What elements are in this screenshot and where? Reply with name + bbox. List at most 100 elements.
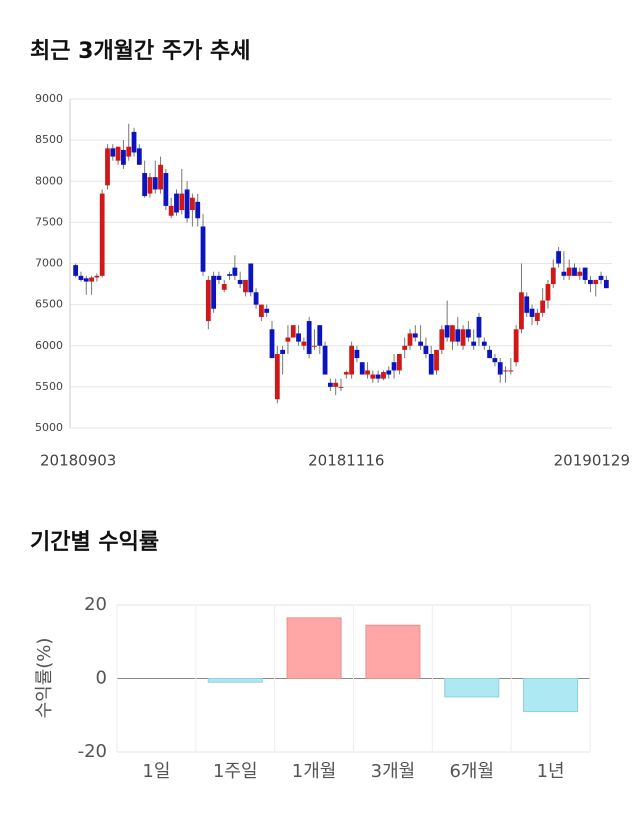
- candle-body: [423, 345, 429, 354]
- candle-body: [370, 374, 376, 379]
- candle-body: [333, 382, 339, 387]
- y-tick-label: 6500: [35, 298, 63, 311]
- candle-body: [582, 267, 588, 280]
- candle-body: [184, 189, 190, 219]
- x-tick-label: 20180903: [40, 452, 116, 470]
- candle-body: [359, 362, 365, 375]
- candle-body: [349, 345, 355, 375]
- candle-body: [598, 275, 604, 280]
- x-tick-label: 20181116: [308, 452, 384, 470]
- candle-body: [258, 304, 264, 317]
- candle-body: [78, 275, 84, 280]
- candle-body: [450, 325, 455, 342]
- y-tick-label: 6000: [35, 339, 63, 352]
- candle-body: [322, 345, 328, 375]
- candle-body: [588, 279, 593, 285]
- candle-body: [115, 146, 121, 161]
- candle-body: [312, 345, 317, 347]
- candle-body: [158, 164, 163, 190]
- bar: [286, 617, 342, 679]
- candle-body: [306, 321, 312, 354]
- candle-body: [428, 353, 434, 375]
- candle-body: [211, 275, 217, 309]
- candle-body: [529, 308, 535, 317]
- candle-body: [121, 149, 126, 165]
- candle-body: [232, 267, 238, 276]
- candle-body: [503, 370, 508, 372]
- candle-body: [343, 372, 349, 375]
- candle-body: [577, 271, 583, 276]
- candle-body: [524, 296, 530, 313]
- y-tick-label: 20: [84, 594, 107, 615]
- candle-body: [190, 197, 195, 211]
- candle-body: [412, 333, 418, 338]
- candle-body: [89, 277, 94, 282]
- candle-body: [131, 131, 137, 153]
- candle-body: [94, 275, 100, 278]
- candle-body: [126, 146, 132, 157]
- candle-body: [179, 193, 185, 211]
- y-tick-label: 9000: [35, 92, 63, 105]
- candle-body: [142, 173, 148, 197]
- candle-body: [205, 279, 211, 322]
- candle-body: [290, 325, 296, 338]
- candle-body: [550, 267, 556, 285]
- candle-body: [200, 226, 206, 272]
- x-tick-label: 1주일: [213, 761, 258, 782]
- x-tick-label: 6개월: [449, 761, 494, 782]
- candle-body: [195, 201, 201, 219]
- y-tick-label: 5000: [35, 421, 63, 434]
- y-tick-label: -20: [78, 741, 107, 762]
- x-tick-label: 1일: [142, 761, 170, 782]
- candle-body: [460, 329, 466, 346]
- candle-body: [471, 341, 477, 346]
- candle-body: [99, 193, 105, 276]
- candle-body: [280, 349, 286, 354]
- candle-body: [237, 279, 243, 285]
- x-tick-label: 20190129: [554, 452, 630, 470]
- candle-body: [110, 148, 116, 157]
- candle-body: [481, 341, 487, 346]
- x-tick-label: 3개월: [371, 761, 416, 782]
- y-tick-label: 5500: [35, 380, 63, 393]
- candle-body: [152, 177, 158, 190]
- candle-body: [545, 284, 551, 301]
- candle-body: [296, 333, 301, 342]
- candle-body: [534, 312, 540, 322]
- bar: [444, 678, 500, 698]
- candle-body: [354, 349, 360, 359]
- y-tick-label: 7500: [35, 215, 63, 228]
- candle-body: [174, 193, 179, 213]
- bar: [365, 624, 421, 680]
- candle-body: [476, 316, 482, 338]
- candle-body: [264, 308, 270, 313]
- candle-body: [402, 345, 408, 350]
- candle-body: [386, 370, 392, 375]
- candle-body: [381, 372, 386, 379]
- candle-body: [253, 292, 259, 305]
- candle-body: [338, 386, 344, 388]
- candle-body: [269, 329, 275, 359]
- y-tick-label: 0: [96, 668, 107, 689]
- candle-body: [508, 370, 514, 372]
- chart-title: 최근 3개월간 주가 추세: [30, 39, 250, 64]
- bar: [523, 678, 579, 713]
- candle-body: [540, 300, 546, 313]
- candle-body: [492, 358, 498, 363]
- candle-body: [243, 279, 248, 293]
- candle-body: [603, 279, 609, 289]
- chart-title: 기간별 수익률: [30, 530, 159, 555]
- candle-body: [73, 265, 79, 276]
- candle-body: [561, 271, 567, 276]
- candle-body: [365, 370, 370, 375]
- candle-body: [444, 325, 450, 338]
- candle-body: [407, 333, 413, 346]
- y-axis-label: 수익률(%): [34, 638, 55, 719]
- y-tick-label: 7000: [35, 257, 63, 270]
- y-tick-label: 8000: [35, 174, 63, 187]
- candle-body: [497, 362, 503, 375]
- candle-body: [375, 374, 381, 379]
- candle-body: [163, 173, 169, 206]
- candle-body: [391, 362, 397, 371]
- candle-body: [285, 337, 291, 342]
